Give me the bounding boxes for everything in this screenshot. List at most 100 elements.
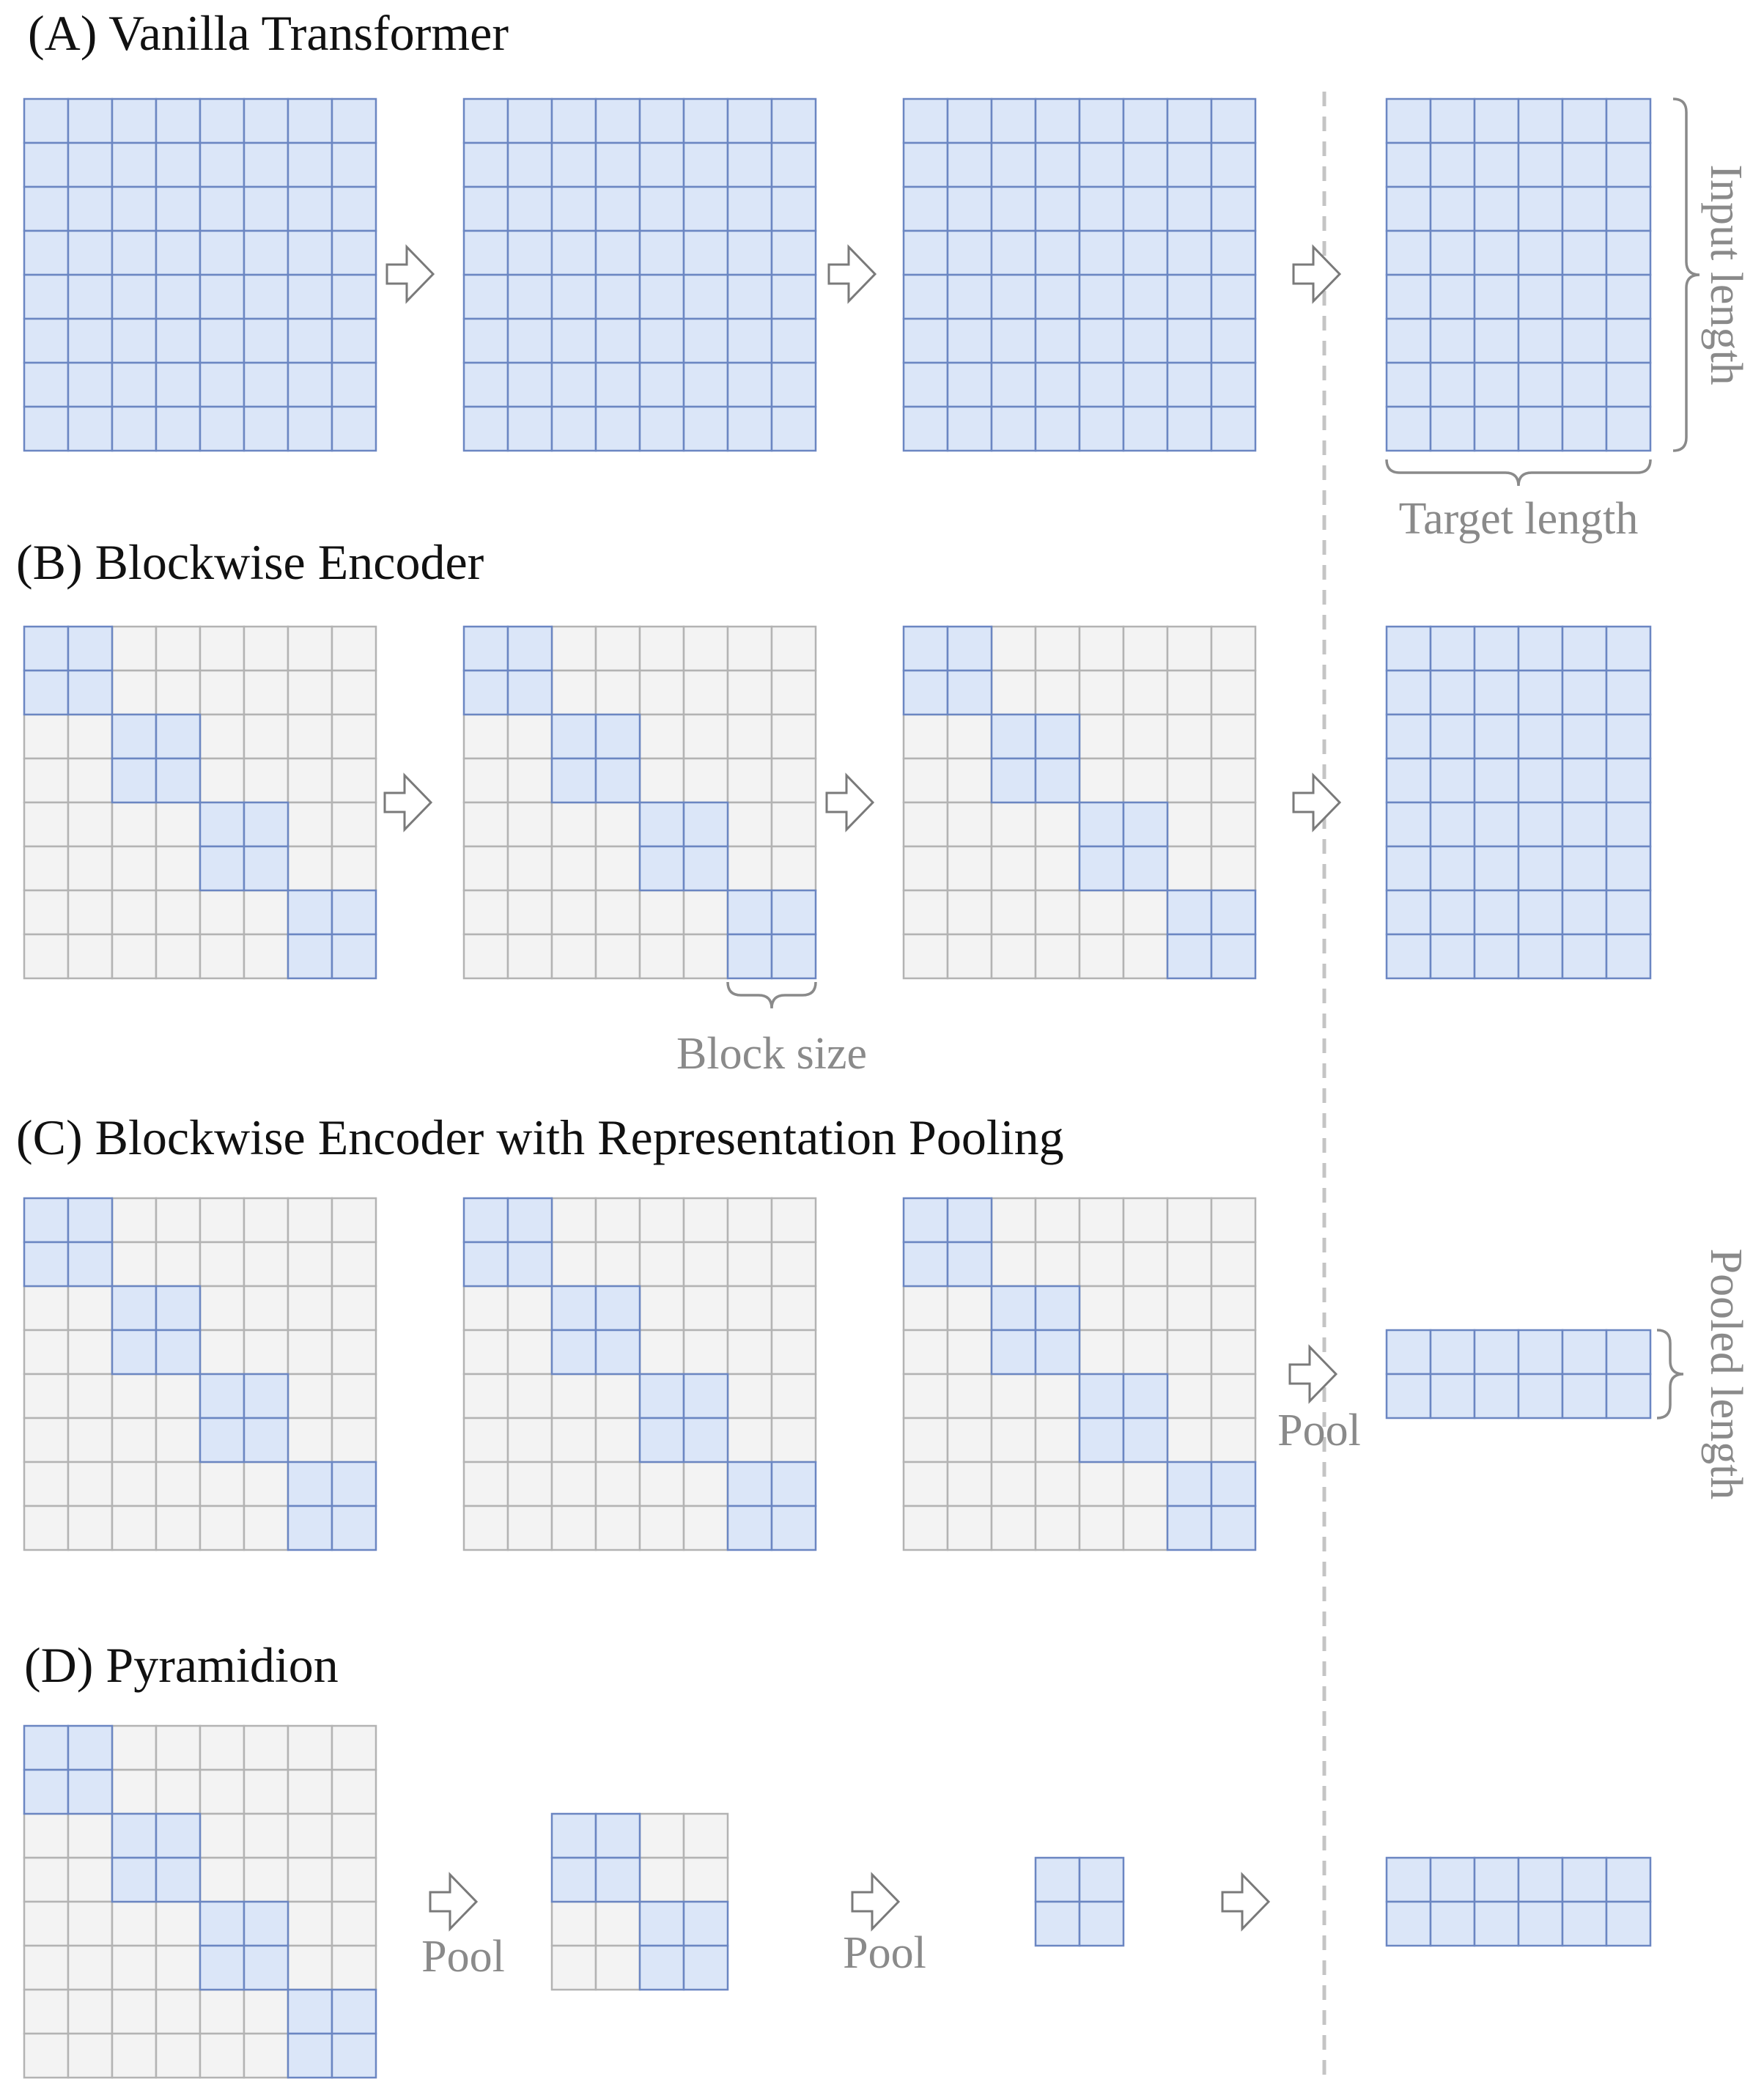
attention-cell-active xyxy=(243,273,289,320)
attention-cell-masked xyxy=(770,669,817,716)
block-size-label: Block size xyxy=(676,1029,867,1079)
pooled-length-label: Pooled length xyxy=(1701,1249,1751,1500)
attention-cell-masked xyxy=(770,801,817,848)
attention-cell-masked xyxy=(726,1197,773,1244)
attention-cell-masked xyxy=(111,1241,158,1288)
attention-cell-active xyxy=(67,229,114,276)
attention-cell-active xyxy=(23,405,70,452)
attention-cell-masked xyxy=(770,845,817,892)
pool-label: Pool xyxy=(843,1928,926,1978)
attention-cell-active xyxy=(67,1768,114,1815)
attention-cell-masked xyxy=(1078,889,1125,936)
attention-cell-masked xyxy=(67,889,114,936)
attention-cell-active xyxy=(1517,933,1564,980)
attention-cell-masked xyxy=(770,1197,817,1244)
attention-cell-active xyxy=(1517,185,1564,232)
attention-cell-active xyxy=(287,97,333,144)
attention-cell-masked xyxy=(682,1856,729,1903)
attention-cell-active xyxy=(1429,669,1476,716)
attention-cell-active xyxy=(23,361,70,408)
attention-cell-masked xyxy=(1166,757,1213,804)
attention-cell-active xyxy=(199,317,246,364)
attention-cell-active xyxy=(682,317,729,364)
attention-cell-active xyxy=(1473,317,1520,364)
attention-cell-active xyxy=(594,1329,641,1376)
attention-cell-masked xyxy=(155,669,202,716)
attention-cell-masked xyxy=(682,1329,729,1376)
attention-cell-active xyxy=(199,141,246,188)
attention-cell-masked xyxy=(287,1768,333,1815)
attention-cell-active xyxy=(1561,317,1608,364)
attention-cell-masked xyxy=(23,1417,70,1463)
attention-cell-masked xyxy=(243,713,289,760)
attention-cell-active xyxy=(550,141,597,188)
attention-cell-active xyxy=(1605,97,1652,144)
attention-cell-masked xyxy=(111,1900,158,1947)
attention-cell-masked xyxy=(1122,625,1169,672)
attention-cell-active xyxy=(682,801,729,848)
attention-cell-masked xyxy=(638,713,685,760)
attention-cell-active xyxy=(243,801,289,848)
attention-cell-active xyxy=(1122,317,1169,364)
attention-cell-masked xyxy=(682,1241,729,1288)
attention-cell-active xyxy=(462,1197,509,1244)
attention-cell-masked xyxy=(506,757,553,804)
attention-cell-masked xyxy=(1078,933,1125,980)
attention-cell-active xyxy=(1122,273,1169,320)
attention-cell-masked xyxy=(67,801,114,848)
attention-cell-active xyxy=(902,185,949,232)
attention-cell-masked xyxy=(67,1285,114,1332)
attention-cell-active xyxy=(1122,229,1169,276)
attention-cell-active xyxy=(287,317,333,364)
attention-cell-active xyxy=(638,97,685,144)
attention-cell-active xyxy=(1561,669,1608,716)
attention-cell-active xyxy=(23,97,70,144)
attention-cell-active xyxy=(1166,933,1213,980)
attention-cell-masked xyxy=(1122,1461,1169,1507)
attention-cell-active xyxy=(506,669,553,716)
attention-cell-masked xyxy=(155,1944,202,1991)
attention-cell-masked xyxy=(1166,801,1213,848)
attention-cell-active xyxy=(506,625,553,672)
attention-cell-active xyxy=(682,97,729,144)
attention-cell-masked xyxy=(111,1197,158,1244)
attention-cell-active xyxy=(726,273,773,320)
attention-cell-active xyxy=(594,141,641,188)
attention-cell-masked xyxy=(111,1505,158,1551)
attention-cell-active xyxy=(594,317,641,364)
attention-cell-masked xyxy=(682,933,729,980)
attention-cell-masked xyxy=(1078,1505,1125,1551)
attention-cell-active xyxy=(726,185,773,232)
attention-cell-masked xyxy=(902,1329,949,1376)
attention-cell-masked xyxy=(594,889,641,936)
attention-cell-masked xyxy=(199,1285,246,1332)
attention-cell-active xyxy=(199,845,246,892)
pool-arrow-icon xyxy=(1288,1345,1337,1403)
attention-cell-active xyxy=(23,1241,70,1288)
attention-cell-active xyxy=(1385,669,1432,716)
attention-cell-active xyxy=(23,185,70,232)
attention-cell-active xyxy=(946,185,993,232)
attention-cell-masked xyxy=(1122,889,1169,936)
attention-cell-active xyxy=(1561,361,1608,408)
attention-cell-active xyxy=(23,229,70,276)
attention-cell-active xyxy=(462,361,509,408)
attention-cell-masked xyxy=(682,669,729,716)
attention-cell-masked xyxy=(199,1197,246,1244)
attention-cell-masked xyxy=(462,1329,509,1376)
attention-cell-masked xyxy=(946,1461,993,1507)
attention-cell-active xyxy=(770,185,817,232)
attention-cell-active xyxy=(331,97,377,144)
attention-cell-masked xyxy=(67,1900,114,1947)
attention-cell-active xyxy=(506,317,553,364)
attention-cell-masked xyxy=(155,1417,202,1463)
attention-cell-active xyxy=(1078,229,1125,276)
attention-cell-active xyxy=(1429,933,1476,980)
attention-cell-masked xyxy=(990,801,1037,848)
attention-cell-masked xyxy=(726,801,773,848)
attention-cell-active xyxy=(1078,845,1125,892)
attention-cell-masked xyxy=(111,2032,158,2079)
attention-cell-masked xyxy=(1122,713,1169,760)
attention-cell-masked xyxy=(990,1373,1037,1420)
attention-cell-masked xyxy=(682,713,729,760)
